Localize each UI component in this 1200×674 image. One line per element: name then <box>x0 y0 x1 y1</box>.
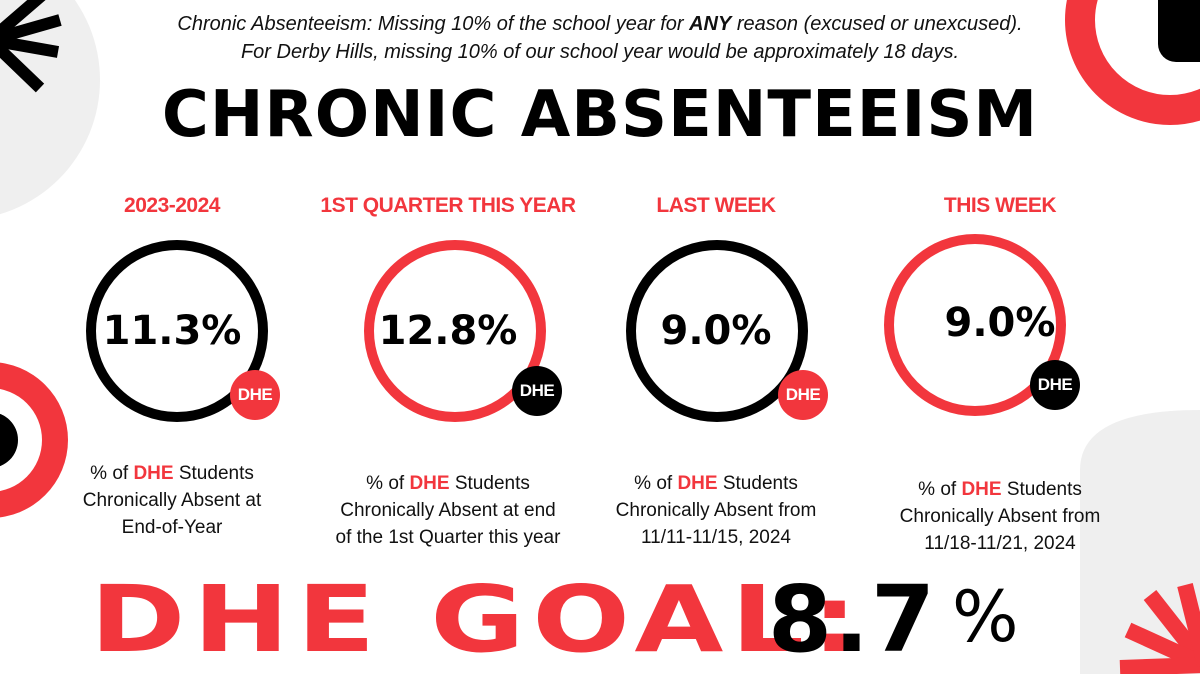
desc-line-3: End-of-Year <box>121 517 223 538</box>
intro-line-1: Chronic Absenteeism: Missing 10% of the … <box>0 10 1200 38</box>
ring-black <box>626 240 808 422</box>
desc-line-1: % of DHE Students <box>22 460 322 487</box>
desc-pre: % of <box>90 463 134 484</box>
stat-value: 11.3% <box>102 308 242 354</box>
ring-red <box>364 240 546 422</box>
stat-card-this-week: THIS WEEK 9.0% DHE % of DHE Students Chr… <box>850 0 1150 674</box>
goal-value: 8.7 <box>768 566 937 673</box>
ring-black <box>86 240 268 422</box>
top-right-red-ring <box>1065 0 1200 125</box>
card-heading: 1ST QUARTER THIS YEAR <box>320 194 576 217</box>
desc-line-3: of the 1st Quarter this year <box>335 527 561 548</box>
goal-unit: % <box>952 576 1019 658</box>
stat-value: 9.0% <box>944 300 1056 346</box>
desc-line-2: Chronically Absent from <box>899 506 1101 527</box>
stat-value: 12.8% <box>378 308 518 354</box>
goal-label: DHE GOAL: <box>90 566 866 673</box>
dhe-badge: DHE <box>778 370 828 420</box>
stat-description: % of DHE Students Chronically Absent at … <box>22 460 322 541</box>
desc-line-3: 11/11-11/15, 2024 <box>640 527 791 548</box>
ring-red <box>884 234 1066 416</box>
stat-description: % of DHE Students Chronically Absent fro… <box>850 476 1150 557</box>
desc-pre: % of <box>366 473 410 494</box>
stat-description: % of DHE Students Chronically Absent at … <box>298 470 598 551</box>
dhe-badge: DHE <box>230 370 280 420</box>
intro-line-1-post: reason (excused or unexcused). <box>731 13 1023 35</box>
desc-line-1-post: Students <box>449 473 530 494</box>
stat-card-2023-2024: 2023-2024 11.3% DHE % of DHE Students Ch… <box>22 0 322 674</box>
page-title: CHRONIC ABSENTEEISM <box>161 78 1039 152</box>
dhe-badge: DHE <box>1030 360 1080 410</box>
stat-card-last-week: LAST WEEK 9.0% DHE % of DHE Students Chr… <box>566 0 866 674</box>
desc-highlight: DHE <box>133 463 174 484</box>
top-left-gray-circle <box>0 0 100 215</box>
dhe-badge: DHE <box>512 366 562 416</box>
goal-banner: DHE GOAL: 8.7 % <box>90 566 1019 673</box>
stat-value: 9.0% <box>660 308 772 354</box>
stat-card-1st-quarter: 1ST QUARTER THIS YEAR 12.8% DHE % of DHE… <box>298 0 598 674</box>
desc-pre: % of <box>918 479 962 500</box>
left-target-mid <box>0 388 42 492</box>
desc-highlight: DHE <box>677 473 718 494</box>
intro-text: Chronic Absenteeism: Missing 10% of the … <box>0 10 1200 66</box>
left-target-inner <box>0 413 18 467</box>
desc-line-1: % of DHE Students <box>850 476 1150 503</box>
desc-line-1: % of DHE Students <box>566 470 866 497</box>
bottom-right-sunburst-icon <box>1119 583 1200 674</box>
desc-line-2: Chronically Absent at end <box>340 500 556 521</box>
desc-line-2: Chronically Absent at <box>82 490 262 511</box>
stat-description: % of DHE Students Chronically Absent fro… <box>566 470 866 551</box>
desc-highlight: DHE <box>409 473 450 494</box>
top-right-black-bar <box>1158 0 1200 62</box>
card-heading: 2023-2024 <box>124 194 220 217</box>
desc-line-3: 11/18-11/21, 2024 <box>924 533 1076 554</box>
desc-line-1-post: Students <box>173 463 254 484</box>
card-heading: THIS WEEK <box>943 194 1057 217</box>
top-left-sunburst-icon <box>0 0 62 93</box>
desc-line-1-post: Students <box>1001 479 1082 500</box>
desc-highlight: DHE <box>961 479 1002 500</box>
intro-line-2: For Derby Hills, missing 10% of our scho… <box>240 41 960 63</box>
desc-line-2: Chronically Absent from <box>615 500 817 521</box>
intro-line-1-pre: Chronic Absenteeism: Missing 10% of the … <box>177 13 690 35</box>
desc-line-1: % of DHE Students <box>298 470 598 497</box>
card-heading: LAST WEEK <box>656 194 776 217</box>
desc-line-1-post: Students <box>717 473 798 494</box>
intro-line-1-bold: ANY <box>689 13 732 35</box>
desc-pre: % of <box>634 473 678 494</box>
